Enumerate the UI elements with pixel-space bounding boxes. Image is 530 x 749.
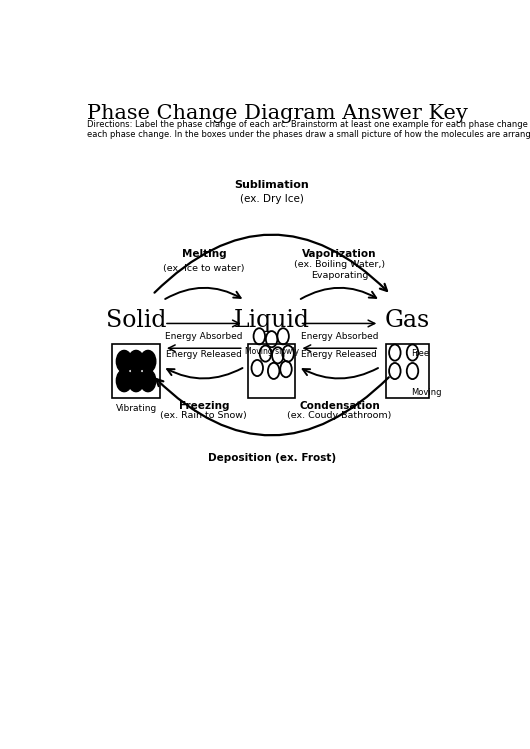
Text: Energy Absorbed: Energy Absorbed <box>301 332 378 341</box>
Text: Directions: Label the phase change of each arc. Brainstorm at least one example : Directions: Label the phase change of ea… <box>87 120 530 139</box>
FancyBboxPatch shape <box>248 344 295 398</box>
Circle shape <box>140 351 156 372</box>
Text: Vibrating: Vibrating <box>116 404 157 413</box>
FancyBboxPatch shape <box>112 344 160 398</box>
Text: Moving slowly: Moving slowly <box>245 347 298 356</box>
Text: (ex. Coudy Bathroom): (ex. Coudy Bathroom) <box>287 411 392 420</box>
Circle shape <box>128 370 144 392</box>
Text: Moving: Moving <box>411 388 442 397</box>
Circle shape <box>117 351 132 372</box>
Text: Gas: Gas <box>385 309 430 332</box>
Text: Free: Free <box>411 350 429 359</box>
Text: Melting: Melting <box>182 249 226 259</box>
Text: Energy Released: Energy Released <box>166 350 242 359</box>
Text: Energy Absorbed: Energy Absorbed <box>165 332 243 341</box>
Text: Vaporization: Vaporization <box>302 249 377 259</box>
Circle shape <box>128 351 144 372</box>
Text: Solid: Solid <box>106 309 166 332</box>
Circle shape <box>117 370 132 392</box>
Text: Phase Change Diagram Answer Key: Phase Change Diagram Answer Key <box>87 104 467 124</box>
Text: Energy Released: Energy Released <box>302 350 377 359</box>
Text: Deposition (ex. Frost): Deposition (ex. Frost) <box>208 453 335 463</box>
Text: Condensation: Condensation <box>299 401 380 411</box>
Text: (ex. Boiling Water,)
Evaporating: (ex. Boiling Water,) Evaporating <box>294 260 385 279</box>
Text: Sublimation: Sublimation <box>234 180 309 190</box>
Text: (ex. Dry Ice): (ex. Dry Ice) <box>240 195 304 204</box>
Text: (ex. Ice to water): (ex. Ice to water) <box>163 264 245 273</box>
FancyBboxPatch shape <box>386 344 429 398</box>
Text: Liquid: Liquid <box>234 309 310 332</box>
Circle shape <box>140 370 156 392</box>
Text: Freezing: Freezing <box>179 401 229 411</box>
Text: (ex. Rain to Snow): (ex. Rain to Snow) <box>161 411 247 420</box>
